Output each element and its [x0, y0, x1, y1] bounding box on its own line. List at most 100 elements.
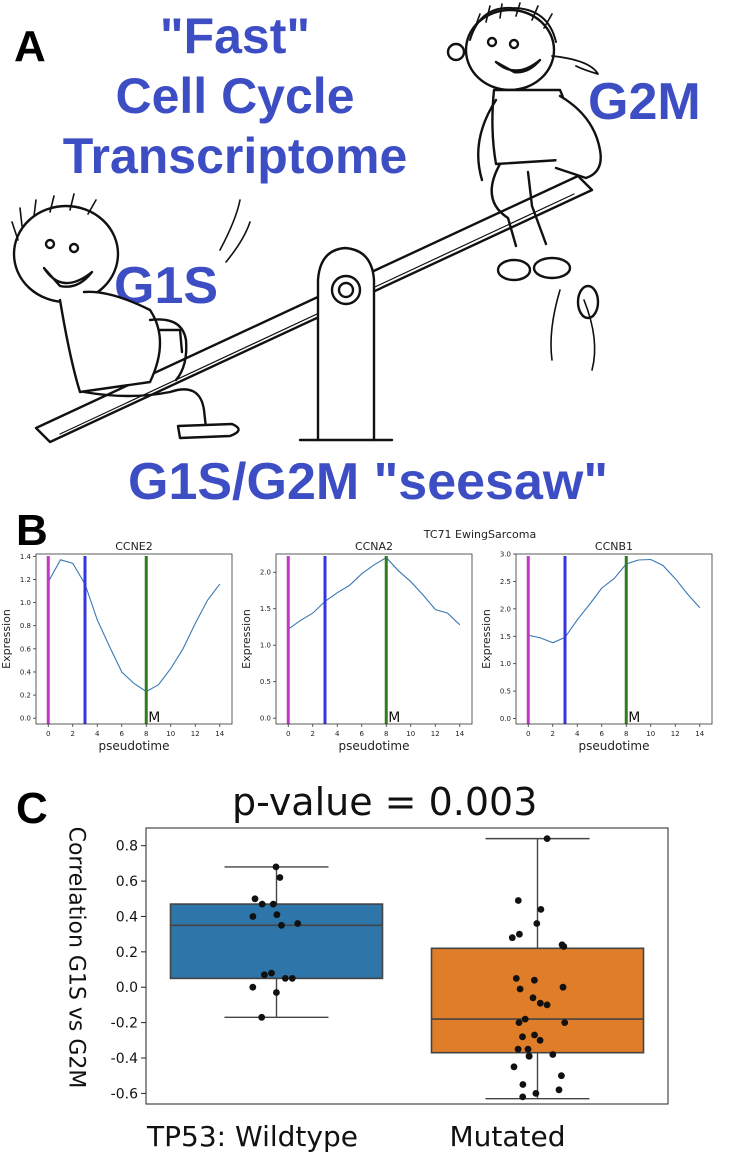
data-point: [543, 1001, 551, 1009]
line-chart-ccna2: CCNA2 0.0 0.5 1.0 1.5 2.0 0 2 4 6 8 10 12 14 pseudotim…: [240, 540, 473, 753]
y-tick-label: 2.5: [500, 578, 511, 586]
y-tick-label: 0.4: [116, 909, 138, 925]
data-point: [249, 913, 257, 920]
data-point: [278, 921, 285, 929]
y-tick-label: 1.0: [500, 660, 511, 668]
x-tick-label: 8: [144, 730, 148, 738]
fulcrum-bolt: [330, 274, 362, 306]
x-tick-label: 4: [95, 730, 100, 738]
x-tick-label: 0: [286, 730, 290, 738]
child-right-figure: [446, 2, 602, 371]
box-mutated: [430, 835, 645, 1101]
data-point: [273, 911, 281, 919]
y-tick-label: 1.2: [20, 576, 31, 584]
m-annotation: M: [628, 710, 640, 726]
y-axis-label: Expression: [240, 609, 253, 669]
seesaw-plank: [34, 174, 594, 444]
data-point: [261, 971, 268, 979]
data-point: [555, 1086, 563, 1094]
y-tick-label: 0.8: [20, 622, 31, 630]
panel-c-letter: C: [16, 784, 48, 833]
x-tick-label: 6: [360, 730, 365, 738]
x-tick-label: 4: [335, 730, 340, 738]
data-point: [519, 1033, 526, 1041]
data-point: [561, 1019, 569, 1026]
y-tick-label: -0.6: [111, 1086, 138, 1102]
data-point: [294, 920, 302, 927]
expression-line: [47, 559, 221, 693]
y-tick-label: 0.2: [116, 945, 138, 961]
pvalue-label: p-value = 0.003: [232, 780, 538, 824]
x-tick-label: 12: [191, 730, 200, 738]
y-tick-label: 0.8: [116, 839, 138, 855]
data-point: [531, 976, 538, 984]
y-tick-label: 2.0: [500, 605, 511, 613]
plot-frame: [275, 553, 473, 725]
y-tick-label: 0.4: [20, 668, 32, 676]
m-annotation: M: [388, 710, 400, 726]
panel-b-letter: B: [16, 506, 48, 555]
data-point: [537, 906, 545, 913]
y-tick-label: 3.0: [500, 551, 511, 559]
panel-a-letter: A: [14, 22, 46, 71]
y-tick-label: 1.5: [500, 633, 511, 641]
data-point: [519, 1093, 527, 1101]
data-point: [508, 934, 516, 942]
child-left-figure: [11, 193, 251, 440]
x-tick-label: 8: [624, 730, 628, 738]
iqr-box: [430, 947, 645, 1054]
box-chart: -0.6 -0.4 -0.2 0.0 0.2 0.4 0.6 0.8 TP53: Wildtyp…: [111, 827, 669, 1153]
x-axis-label: pseudotime: [579, 739, 650, 753]
data-point: [258, 1013, 266, 1021]
y-tick-label: 1.4: [20, 553, 32, 561]
y-tick-label: 1.0: [260, 642, 271, 650]
y-tick-label: 0.0: [260, 715, 271, 723]
chart-title: CCNE2: [115, 540, 153, 553]
data-point: [273, 989, 280, 996]
data-point: [516, 985, 524, 993]
x-tick-label: 2: [71, 730, 75, 738]
data-point: [549, 1051, 557, 1058]
expression-line: [287, 556, 461, 630]
chart-title: CCNB1: [595, 540, 633, 553]
x-tick-label: 2: [311, 730, 315, 738]
boxplot: -0.6 -0.4 -0.2 0.0 0.2 0.4 0.6 0.8 TP53: Wildtyp…: [111, 827, 669, 1153]
x-tick-label: 14: [455, 730, 464, 738]
data-point: [281, 975, 289, 982]
x-tick-label: 14: [215, 730, 224, 738]
data-point: [525, 1052, 533, 1060]
data-point: [536, 999, 544, 1007]
data-point: [276, 874, 284, 881]
data-point: [560, 943, 568, 950]
y-tick-label: 0.5: [260, 678, 271, 686]
y-tick-label: 0.5: [500, 688, 511, 696]
data-point: [272, 863, 280, 871]
line-chart-ccne2: CCNE2 0.0 0.2 0.4 0.6 0.8 1.0 1.2 1.4 0 2 4 6 8 10 12 14…: [0, 540, 233, 753]
data-point: [288, 975, 296, 982]
x-axis-label: pseudotime: [339, 739, 410, 753]
x-axis-label: pseudotime: [99, 739, 170, 753]
plot-frame: [515, 553, 713, 725]
y-tick-label: 1.0: [20, 599, 31, 607]
y-axis-label: Expression: [480, 609, 493, 669]
title-line-fast: "Fast": [159, 8, 311, 64]
y-tick-label: 0.2: [20, 692, 31, 700]
y-tick-label: 0.0: [116, 980, 138, 996]
g2m-label: G2M: [588, 73, 701, 131]
y-tick-label: 0.6: [20, 645, 32, 653]
panel-a-title: "Fast" Cell Cycle Transcriptome: [0, 6, 470, 186]
data-point: [249, 983, 257, 991]
y-axis-label: Expression: [0, 609, 13, 669]
data-point: [536, 1036, 544, 1044]
y-tick-label: 0.0: [20, 715, 31, 723]
x-tick-label: 0: [526, 730, 530, 738]
data-point: [251, 895, 259, 903]
expression-line: [528, 558, 701, 644]
data-point: [516, 930, 523, 938]
x-tick-label: 6: [600, 730, 605, 738]
category-label-mutated: Mutated: [449, 1120, 565, 1153]
data-point: [510, 1063, 518, 1071]
data-point: [559, 983, 567, 991]
title-line-cell-cycle: Cell Cycle: [115, 68, 355, 124]
x-tick-label: 10: [406, 730, 415, 738]
